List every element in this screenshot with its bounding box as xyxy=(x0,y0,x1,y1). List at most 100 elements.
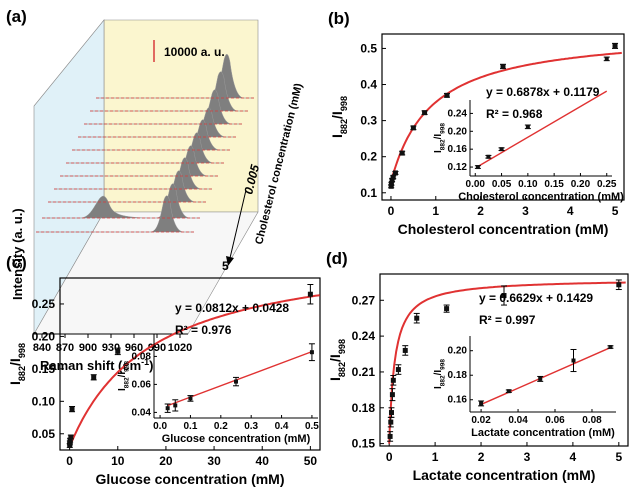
inset-y-tick-label: 0.24 xyxy=(448,108,468,119)
y-axis-title: I882/I998 xyxy=(327,339,347,381)
depth-arrow xyxy=(229,189,247,259)
data-point xyxy=(499,147,504,152)
data-point xyxy=(500,63,506,69)
plot-frame xyxy=(379,273,629,447)
inset-y-tick-label: 0.12 xyxy=(448,162,468,173)
data-point xyxy=(309,350,314,355)
inset-y-tick-label: 0.16 xyxy=(448,144,468,155)
data-point xyxy=(115,348,121,354)
y-tick-label: 0.20 xyxy=(32,329,56,343)
inset-x-tick-label: 0.08 xyxy=(582,415,602,426)
inset-x-tick-label: 0.2 xyxy=(214,421,228,432)
spectra-traces xyxy=(36,54,254,233)
data-point xyxy=(67,440,73,446)
data-point xyxy=(395,367,401,373)
data-point xyxy=(388,181,394,187)
data-point xyxy=(390,377,396,383)
x-tick-label: 2 xyxy=(477,204,484,218)
data-point xyxy=(479,401,484,406)
inset-x-tick-label: 0.00 xyxy=(466,179,486,190)
inset-equation: y = 0.6629x + 0.1429 xyxy=(479,291,593,305)
a-x-tick-label: 1020 xyxy=(168,342,192,354)
x-tick-label: 0 xyxy=(66,454,73,468)
inset-x-axis-title: Lactate concentration (mM) xyxy=(471,427,615,439)
data-point xyxy=(410,125,416,131)
a-x-title-main: Raman shift (cm xyxy=(40,358,141,373)
inset-fit-line xyxy=(480,346,611,406)
y-axis-title: I882/I998 xyxy=(7,343,27,385)
inset-chart: y = 0.6878x + 0.1179 R² = 0.968 0.00 0.05 0.… xyxy=(433,56,624,203)
inset-y-title-sub: 882 xyxy=(440,375,447,386)
a-x-title-sup: -1 xyxy=(141,357,149,367)
panel-b: (b) 0 1 2 3 4 5 0.1 0.2 0.3 0.4 0.5 Cholesterol conc… xyxy=(328,9,625,237)
data-point xyxy=(402,347,408,353)
fit-curve xyxy=(68,294,320,448)
x-tick-label: 1 xyxy=(432,450,439,464)
panel-a: (a) 10000 a. u. xyxy=(6,7,305,373)
data-point xyxy=(612,43,618,49)
inset-x-tick-label: 0.05 xyxy=(492,179,512,190)
inset-y-title-sep: /I xyxy=(117,372,128,378)
data-point xyxy=(525,124,530,129)
y-title-sep: /I xyxy=(7,358,23,366)
inset-y-tick-label: 0.20 xyxy=(448,126,468,137)
inset-equation: y = 0.6878x + 0.1179 xyxy=(486,85,600,99)
inset-y-title-main: I xyxy=(117,388,128,391)
inset-y-title-sep: /I xyxy=(433,370,444,376)
panel-label: (b) xyxy=(328,9,350,28)
data-point xyxy=(414,315,420,321)
data-point xyxy=(388,410,394,416)
y-title-sub: 998 xyxy=(337,339,347,354)
depth-axis-label: Cholesterol concentration (mM) xyxy=(253,82,305,246)
panel-a-label: (a) xyxy=(6,7,27,26)
data-point xyxy=(165,406,170,411)
inset-y-tick-label: 0.20 xyxy=(448,346,468,357)
data-point xyxy=(604,56,609,61)
y-tick-label: 0.1 xyxy=(360,186,377,200)
x-axis-title: Glucose concentration (mM) xyxy=(95,471,284,487)
y-tick-label: 0.15 xyxy=(352,437,376,451)
data-point xyxy=(392,170,398,176)
y-title-sub: 882 xyxy=(17,366,27,381)
data-point xyxy=(188,396,193,401)
inset-y-title-sub: 882 xyxy=(124,377,131,388)
inset-x-tick-label: 0.10 xyxy=(518,179,538,190)
x-tick-label: 20 xyxy=(159,454,173,468)
y-tick-label: 0.18 xyxy=(352,401,376,415)
y-axis-title: I882/I998 xyxy=(329,96,349,138)
inset-y-title-main: I xyxy=(433,150,444,153)
data-point xyxy=(571,358,576,363)
a-x-tick-label: 900 xyxy=(79,342,97,354)
x-tick-label: 10 xyxy=(111,454,125,468)
y-title-sep: /I xyxy=(327,354,343,362)
inset-y-tick-label: 0.04 xyxy=(132,407,152,418)
data-point xyxy=(475,165,480,170)
x-tick-label: 1 xyxy=(432,204,439,218)
inset-y-title-main: I xyxy=(433,386,444,389)
a-x-tick-label: 840 xyxy=(33,342,51,354)
inset-y-tick-label: 0.06 xyxy=(132,379,152,390)
x-tick-label: 3 xyxy=(522,204,529,218)
x-tick-label: 30 xyxy=(207,454,221,468)
data-point xyxy=(538,376,543,381)
a-x-tick-label: 960 xyxy=(125,342,143,354)
data-point xyxy=(234,379,238,384)
inset-x-tick-label: 0.06 xyxy=(545,415,565,426)
inset-x-tick-label: 0.3 xyxy=(244,421,258,432)
inset-x-axis-title: Glucose concentration (mM) xyxy=(162,433,311,445)
data-point xyxy=(444,92,450,98)
inset-fit-line xyxy=(477,90,608,168)
inset-r2: R² = 0.976 xyxy=(175,323,232,337)
depth-arrow-head xyxy=(226,256,234,266)
y-tick-label: 0.15 xyxy=(32,362,56,376)
data-point xyxy=(390,174,396,180)
spectra-baselines xyxy=(36,97,254,233)
y-title-sub: 998 xyxy=(339,96,349,111)
inset-chart: y = 0.6629x + 0.1429 R² = 0.997 0.02 0.04 0.… xyxy=(433,291,616,439)
x-tick-label: 50 xyxy=(304,454,318,468)
data-point xyxy=(389,392,395,398)
data-point xyxy=(387,433,393,439)
inset-x-tick-label: 0.1 xyxy=(183,421,197,432)
data-point xyxy=(173,403,178,408)
data-point xyxy=(616,282,622,288)
